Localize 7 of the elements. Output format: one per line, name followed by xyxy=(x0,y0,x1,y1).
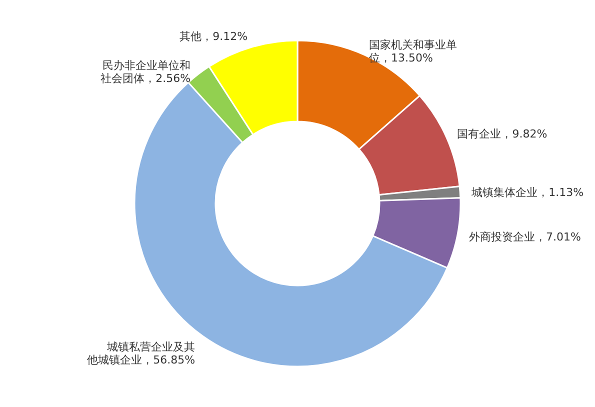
slice-label: 城镇集体企业，1.13% xyxy=(470,186,584,199)
slice-label: 其他，9.12% xyxy=(180,30,248,44)
slice-label: 外商投资企业，7.01% xyxy=(468,230,581,244)
slice-label: 城镇私营企业及其他城镇企业，56.85% xyxy=(87,340,196,366)
slice-label: 国家机关和事业单位，13.50% xyxy=(369,38,458,65)
slice-label: 民办非企业单位和社会团体，2.56% xyxy=(100,59,191,86)
slice-label: 国有企业，9.82% xyxy=(457,128,548,141)
